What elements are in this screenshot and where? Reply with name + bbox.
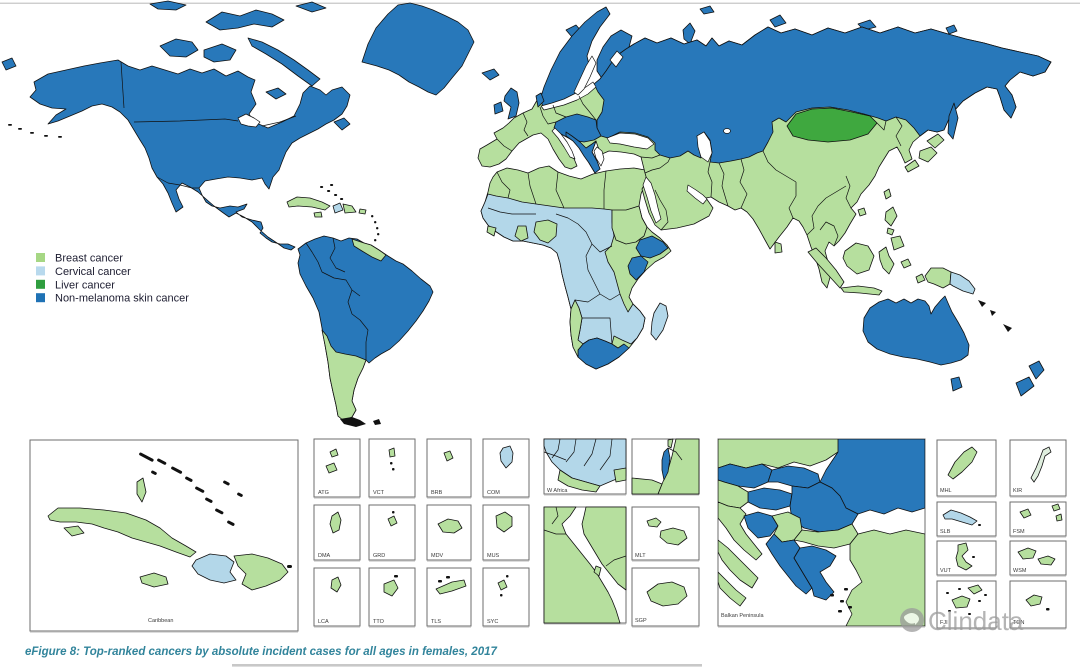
svg-text:GRD: GRD: [373, 553, 385, 559]
svg-text:TLS: TLS: [431, 619, 441, 625]
svg-text:FSM: FSM: [1013, 529, 1025, 535]
svg-text:MUS: MUS: [487, 553, 500, 559]
svg-text:Breast cancer: Breast cancer: [55, 253, 123, 265]
svg-text:ATG: ATG: [318, 490, 329, 496]
svg-text:Clindata: Clindata: [928, 606, 1024, 636]
svg-text:COM: COM: [487, 490, 500, 496]
svg-text:MDV: MDV: [431, 553, 444, 559]
svg-text:DMA: DMA: [318, 553, 331, 559]
svg-text:Balkan Peninsula: Balkan Peninsula: [721, 613, 764, 619]
svg-text:SGP: SGP: [635, 618, 647, 624]
svg-text:MLT: MLT: [635, 553, 646, 559]
svg-text:BRB: BRB: [431, 490, 443, 496]
svg-text:KIR: KIR: [1013, 488, 1022, 494]
svg-text:VCT: VCT: [373, 490, 385, 496]
svg-text:Liver cancer: Liver cancer: [55, 279, 115, 291]
svg-text:LCA: LCA: [318, 619, 329, 625]
svg-text:Caribbean: Caribbean: [148, 618, 173, 624]
svg-text:WSM: WSM: [1013, 568, 1027, 574]
svg-text:Non-melanoma skin cancer: Non-melanoma skin cancer: [55, 293, 189, 305]
svg-text:SYC: SYC: [487, 619, 498, 625]
svg-text:W Africa: W Africa: [547, 488, 568, 494]
svg-text:FJI: FJI: [940, 620, 948, 626]
svg-text:SLB: SLB: [940, 529, 951, 535]
svg-text:TTO: TTO: [373, 619, 385, 625]
svg-text:Cervical cancer: Cervical cancer: [55, 266, 131, 278]
svg-text:MHL: MHL: [940, 488, 952, 494]
svg-text:TON: TON: [1013, 620, 1025, 626]
svg-text:VUT: VUT: [940, 568, 952, 574]
svg-text:eFigure 8: Top-ranked cancers: eFigure 8: Top-ranked cancers by absolut…: [25, 646, 497, 658]
